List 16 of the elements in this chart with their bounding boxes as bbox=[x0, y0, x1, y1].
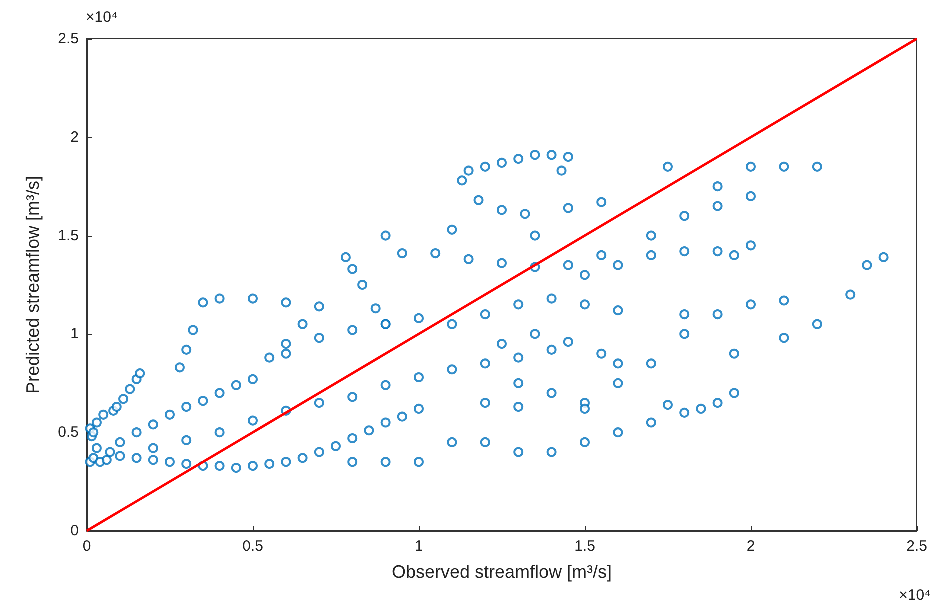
x-tick-label: 0 bbox=[82, 538, 92, 555]
x-axis-title: Observed streamflow [m³/s] bbox=[392, 562, 612, 582]
y-tick-label: 2.5 bbox=[58, 30, 79, 48]
y-axis-title: Predicted streamflow [m³/s] bbox=[23, 176, 43, 394]
y-tick-label: 2 bbox=[70, 128, 79, 146]
text: ×10⁴ bbox=[899, 587, 931, 604]
y-tick-label: 1 bbox=[70, 326, 79, 343]
y-tick-label: 1.5 bbox=[58, 227, 79, 244]
x-tick-label: 2 bbox=[746, 538, 756, 555]
x-tick-label: 2.5 bbox=[906, 538, 928, 555]
y-tick-label: 0.5 bbox=[58, 424, 79, 442]
text: ×10⁴ bbox=[86, 9, 118, 26]
x-tick-label: 1 bbox=[414, 538, 424, 555]
x-tick-label: 0.5 bbox=[242, 538, 264, 555]
x-tick-label: 1.5 bbox=[574, 538, 596, 555]
y-tick-label: 0 bbox=[70, 522, 79, 540]
